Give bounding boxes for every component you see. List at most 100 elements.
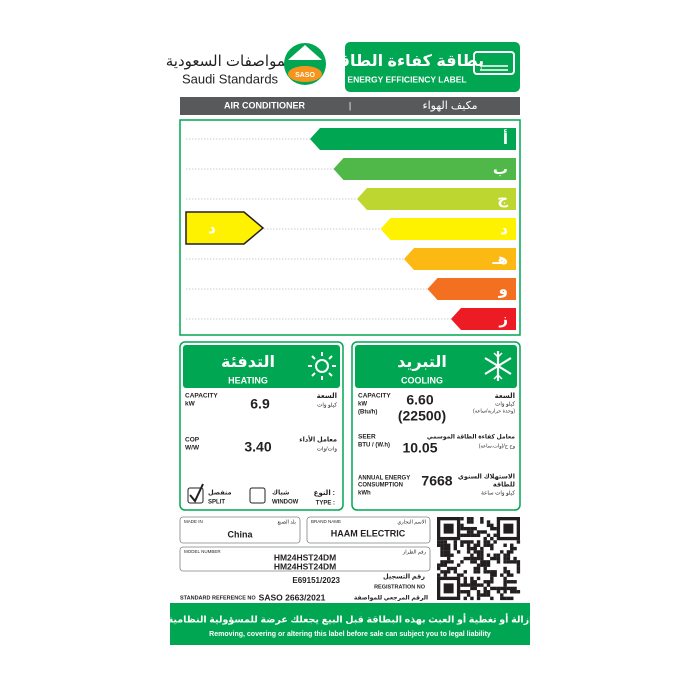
qr-module [500,586,504,591]
grade-letter: ج [497,191,508,208]
qr-module [483,586,487,591]
qr-module [510,560,514,564]
qr-module [440,563,444,567]
qr-module [473,560,477,564]
qr-module [506,550,511,554]
qr-module [486,553,491,557]
qr-module [483,563,487,567]
qr-module [483,593,487,597]
qr-module [440,540,444,544]
qr-module [490,576,494,581]
qr-module [506,556,511,561]
qr-module [503,580,507,584]
qr-module [460,590,464,594]
qr-module [483,580,487,584]
qr-module [456,550,461,554]
org-arabic: المواصفات السعودية [166,53,295,70]
qr-module [513,546,517,551]
qr-module [483,560,487,564]
qr-module [483,530,487,534]
qr-module [473,526,477,531]
heating-capacity-label-arabic: السعة [317,393,337,400]
qr-module [493,526,497,531]
model-label-arabic: رقم الطراز [402,549,427,555]
qr-module [476,550,481,554]
qr-module [503,566,507,571]
qr-module [510,596,514,601]
qr-module [473,556,477,561]
qr-module [437,543,441,547]
qr-module [480,583,484,587]
logo-shape [288,45,322,60]
qr-module [486,590,491,594]
qr-module [480,563,484,567]
qr-module [496,586,501,591]
decoration [311,355,316,360]
qr-module [510,543,514,547]
qr-module [490,573,494,577]
qr-module [486,593,491,597]
qr-module [470,540,474,544]
cooling-seer-value: 10.05 [402,440,437,456]
cooling-annual-label-1: ANNUAL ENERGY [358,476,410,482]
qr-module [470,530,474,534]
qr-module [483,570,487,574]
qr-module [463,540,467,544]
qr-module [493,533,497,538]
qr-module [440,546,444,551]
qr-module [466,550,471,554]
qr-module [450,553,454,557]
brand-box [306,516,431,544]
decoration [311,372,316,377]
qr-module [503,543,507,547]
qr-module [463,533,467,538]
qr-module [490,523,494,528]
qr-module [476,576,481,581]
qr-module [503,576,507,581]
qr-module [460,583,464,587]
qr-module [470,580,474,584]
qr-module [476,566,481,571]
decoration [328,355,333,360]
qr-module [490,570,494,574]
standard-value: SASO 2663/2021 [259,592,326,602]
registration-label-arabic: رقم التسجيل [383,574,425,581]
qr-module [506,570,511,574]
qr-module [493,586,497,591]
qr-module [476,533,481,538]
cooling-panel [351,341,521,511]
qr-module [490,543,494,547]
qr-module [466,540,471,544]
grade-bar [404,248,516,270]
qr-module [466,583,471,587]
model-value: HM24HST24DM [274,561,336,571]
grade-letter: أ [503,129,508,148]
qr-module [466,590,471,594]
qr-module [470,583,474,587]
qr-module [443,546,448,551]
qr-module [510,580,514,584]
qr-finder-core [503,523,514,534]
qr-module [437,573,441,577]
qr-module [470,560,474,564]
brand-label: BRAND NAME [311,519,341,524]
qr-module [513,556,517,561]
qr-module [510,573,514,577]
qr-module [473,533,477,538]
qr-module [513,580,517,584]
heating-capacity-label: CAPACITY [185,393,218,400]
qr-module [470,517,474,521]
qr-module [460,523,464,528]
qr-module [443,550,448,554]
qr-module [516,560,521,564]
cooling-seer-label: SEER [358,434,376,441]
model-value: HM24HST24DM [274,552,336,562]
qr-module [443,560,448,564]
qr-module [456,573,461,577]
qr-module [476,543,481,547]
qr-module [446,553,451,557]
product-arabic: مكيف الهواء [422,100,477,112]
decoration [315,359,329,373]
qr-module [443,540,448,544]
qr-module [486,543,491,547]
